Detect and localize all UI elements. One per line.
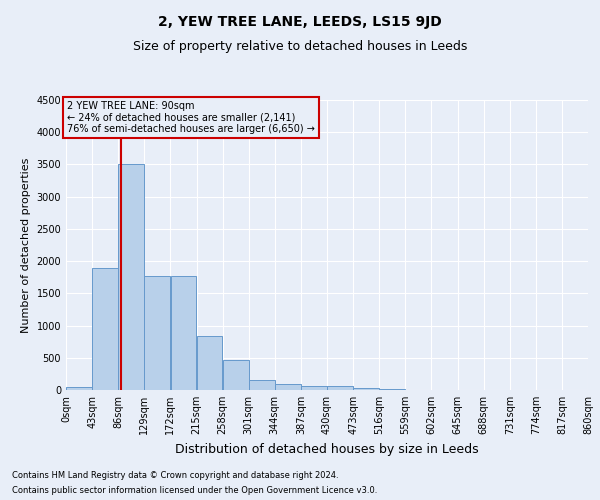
Bar	[353, 388, 379, 390]
Bar	[223, 360, 248, 390]
Y-axis label: Number of detached properties: Number of detached properties	[21, 158, 31, 332]
Bar	[379, 388, 405, 390]
Bar	[197, 336, 223, 390]
Bar	[66, 387, 92, 390]
Bar	[275, 384, 301, 390]
Bar	[118, 164, 144, 390]
Bar	[145, 276, 170, 390]
Bar	[249, 380, 275, 390]
X-axis label: Distribution of detached houses by size in Leeds: Distribution of detached houses by size …	[175, 442, 479, 456]
Text: 2 YEW TREE LANE: 90sqm
← 24% of detached houses are smaller (2,141)
76% of semi-: 2 YEW TREE LANE: 90sqm ← 24% of detached…	[67, 102, 315, 134]
Bar	[301, 386, 327, 390]
Bar	[92, 268, 118, 390]
Bar	[327, 386, 353, 390]
Bar	[170, 276, 196, 390]
Text: Size of property relative to detached houses in Leeds: Size of property relative to detached ho…	[133, 40, 467, 53]
Text: 2, YEW TREE LANE, LEEDS, LS15 9JD: 2, YEW TREE LANE, LEEDS, LS15 9JD	[158, 15, 442, 29]
Text: Contains public sector information licensed under the Open Government Licence v3: Contains public sector information licen…	[12, 486, 377, 495]
Text: Contains HM Land Registry data © Crown copyright and database right 2024.: Contains HM Land Registry data © Crown c…	[12, 471, 338, 480]
